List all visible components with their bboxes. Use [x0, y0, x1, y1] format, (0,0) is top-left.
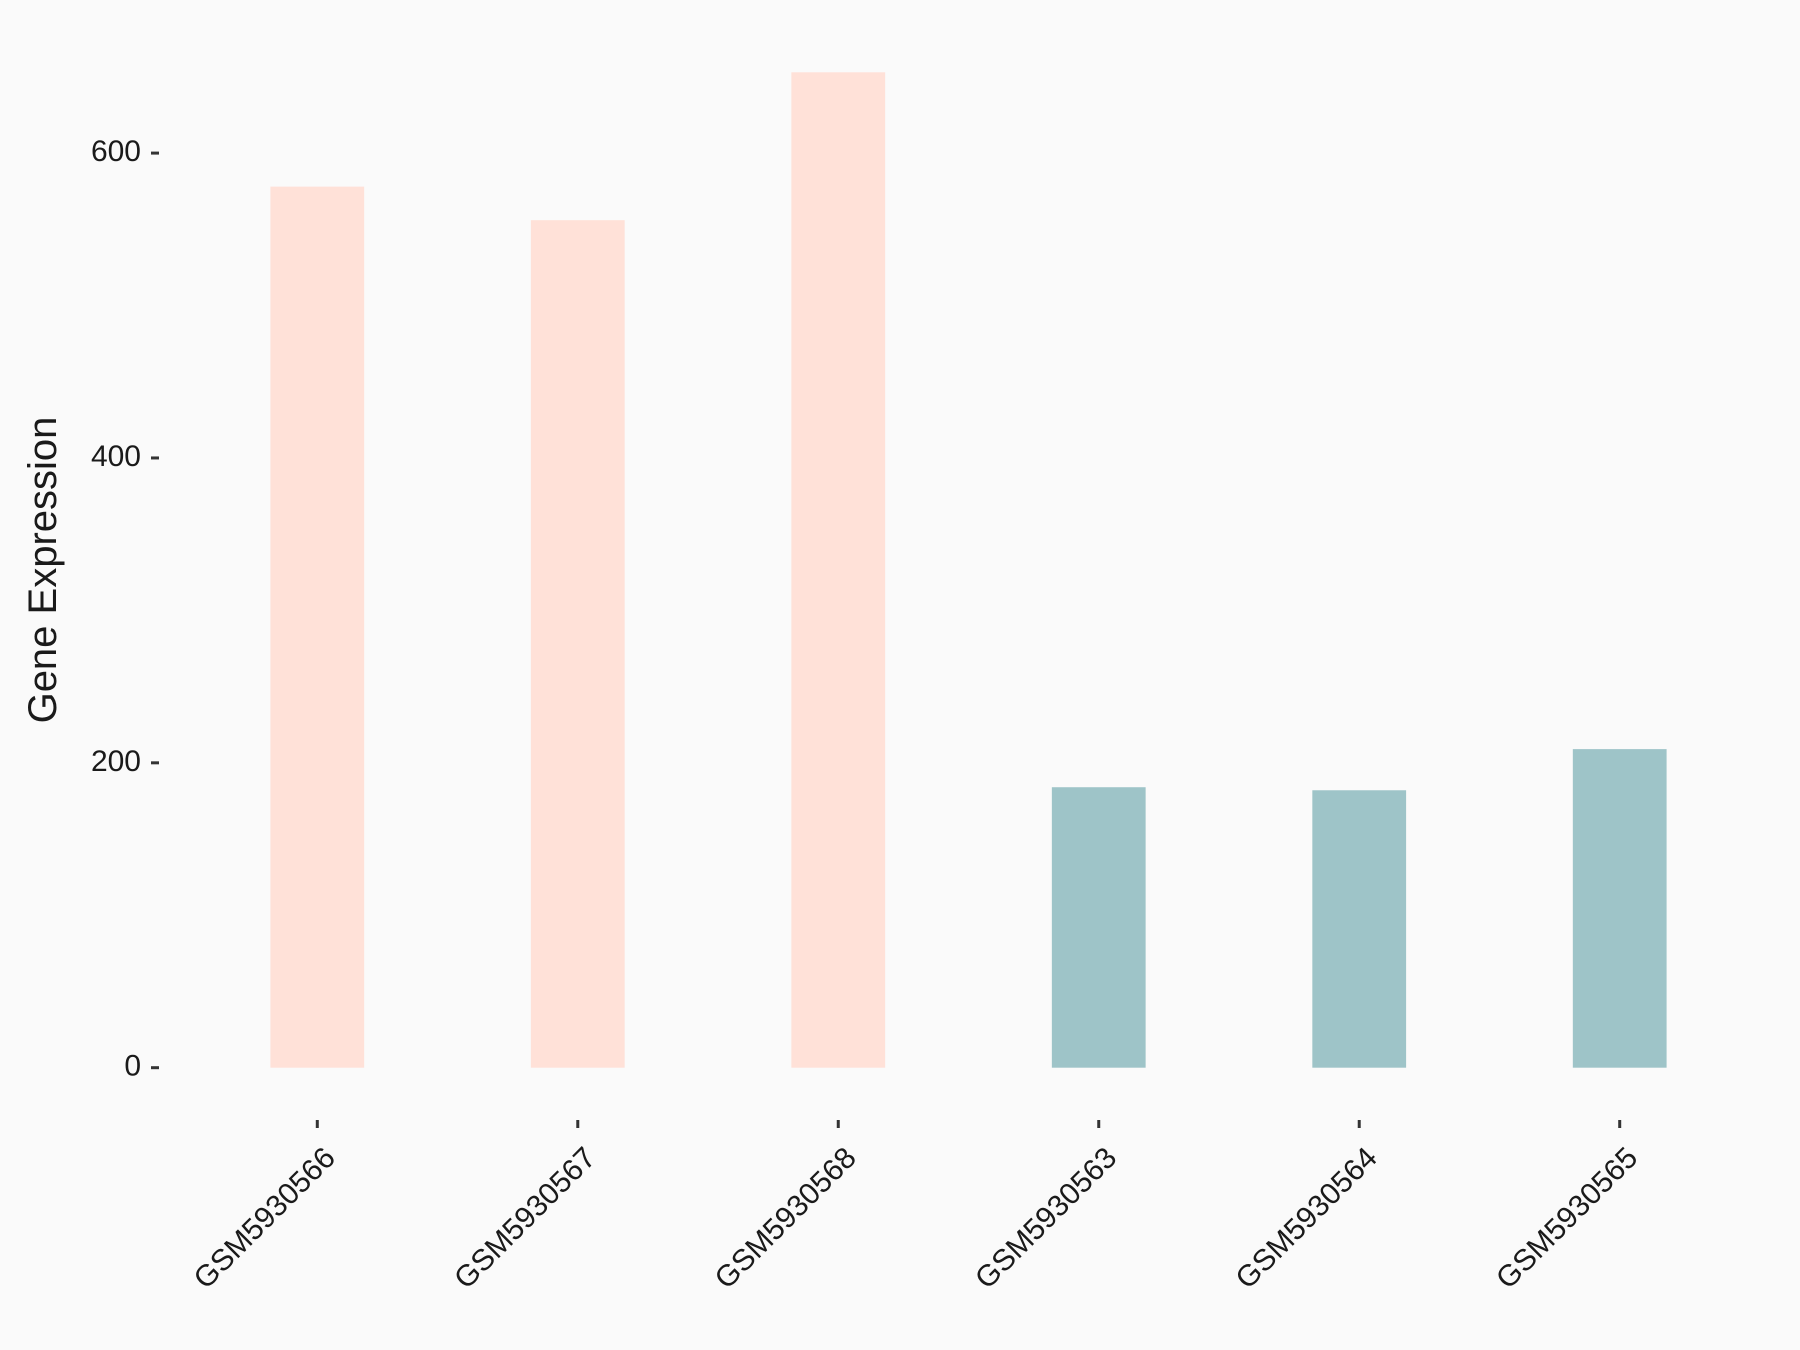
bar	[530, 220, 625, 1068]
y-axis-title: Gene Expression	[21, 417, 65, 724]
bar	[1312, 790, 1407, 1068]
bar	[1051, 787, 1146, 1068]
y-tick-label: 400	[91, 440, 141, 473]
bar	[791, 72, 886, 1068]
y-tick-label: 0	[124, 1050, 141, 1083]
y-tick-label: 200	[91, 745, 141, 778]
y-tick-label: 600	[91, 135, 141, 168]
bar	[270, 186, 365, 1068]
bar	[1572, 749, 1667, 1068]
